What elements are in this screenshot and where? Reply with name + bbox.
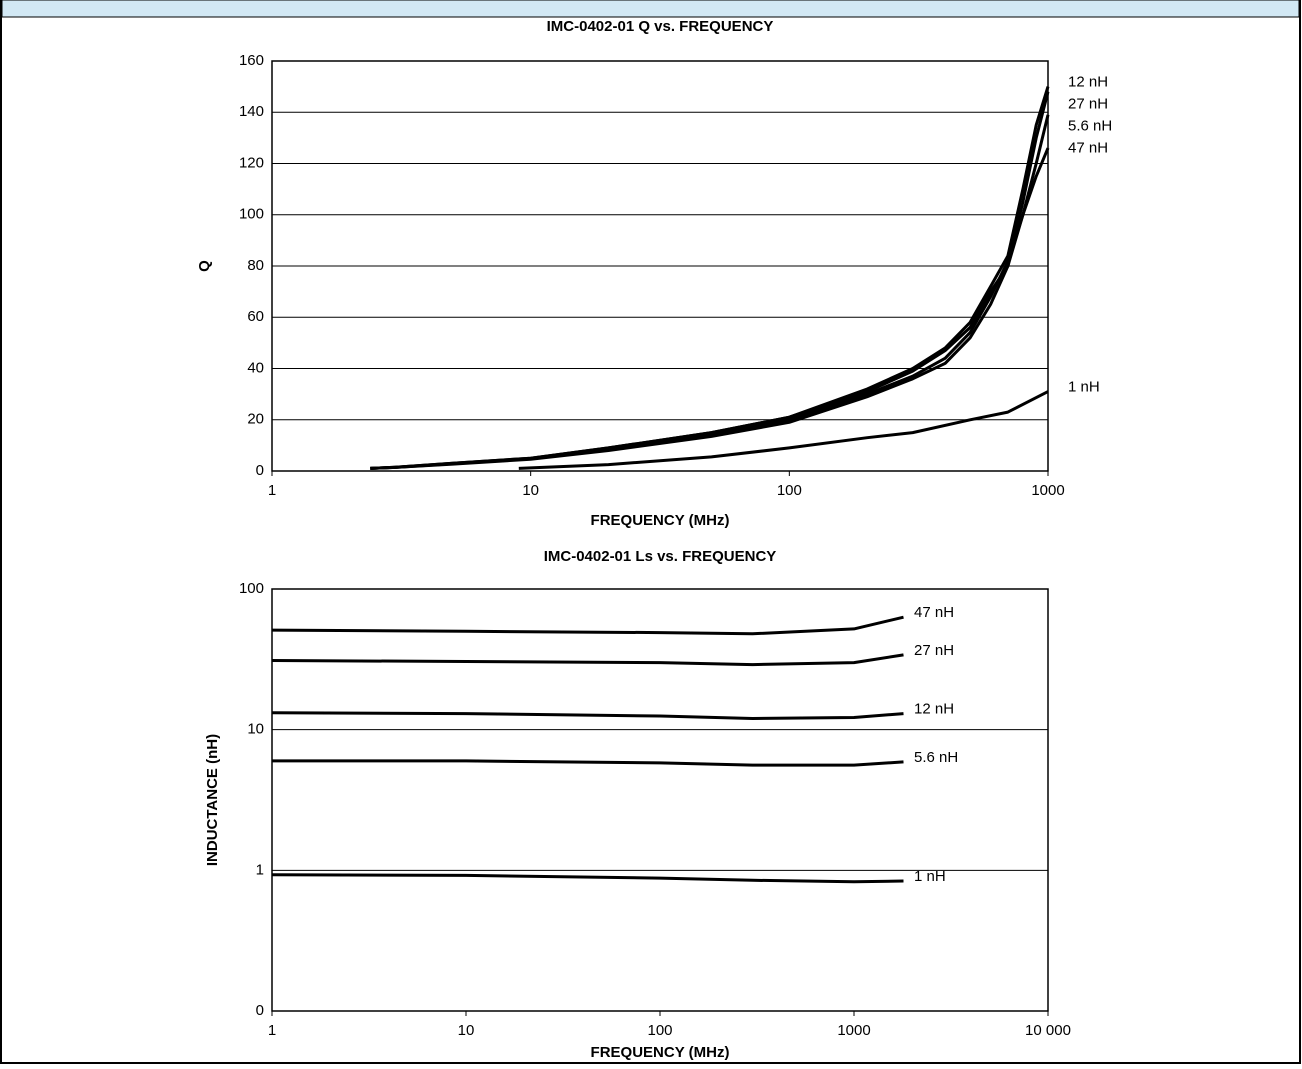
y-axis-title: Q xyxy=(196,260,213,272)
chart-title: IMC-0402-01 Ls vs. FREQUENCY xyxy=(544,548,777,565)
x-tick-label: 1000 xyxy=(1031,482,1064,499)
data-line xyxy=(370,91,1050,470)
y-tick-label: 160 xyxy=(239,52,264,69)
x-tick-label: 1000 xyxy=(837,1022,870,1039)
data-line xyxy=(272,759,904,767)
series-label: 12 nH xyxy=(914,701,954,718)
x-tick-label: 10 xyxy=(522,482,539,499)
y-tick-label: 80 xyxy=(247,257,264,274)
series-label: 5.6 nH xyxy=(1068,118,1112,135)
x-tick-label: 1 xyxy=(268,1022,276,1039)
series-label: 5.6 nH xyxy=(914,749,958,766)
data-line xyxy=(271,711,904,720)
data-line xyxy=(271,873,904,884)
x-tick-label: 100 xyxy=(777,482,802,499)
x-tick-label: 10 xyxy=(458,1022,475,1039)
y-tick-label: 40 xyxy=(247,359,264,376)
series-label: 47 nH xyxy=(1068,140,1108,157)
y-tick-label: 1 xyxy=(256,861,264,878)
data-line xyxy=(370,86,1050,470)
data-line xyxy=(370,114,1050,470)
series-label: 27 nH xyxy=(1068,96,1108,113)
x-tick-label: 10 000 xyxy=(1025,1022,1071,1039)
data-line xyxy=(271,615,904,636)
x-tick-label: 100 xyxy=(647,1022,672,1039)
x-tick-label: 1 xyxy=(268,482,276,499)
y-tick-label: 0 xyxy=(256,462,264,479)
x-axis-title: FREQUENCY (MHz) xyxy=(591,1044,730,1061)
plot-frame xyxy=(271,60,1049,472)
y-axis-title: INDUCTANCE (nH) xyxy=(204,734,221,866)
series-label: 1 nH xyxy=(914,868,946,885)
y-tick-label: 60 xyxy=(247,308,264,325)
y-tick-label: 100 xyxy=(239,206,264,223)
series-label: 47 nH xyxy=(914,604,954,621)
y-tick-label: 140 xyxy=(239,103,264,120)
y-tick-label: 120 xyxy=(239,154,264,171)
x-axis-title: FREQUENCY (MHz) xyxy=(591,512,730,529)
header-band xyxy=(1,0,1300,18)
series-label: 12 nH xyxy=(1068,74,1108,91)
y-tick-label: 100 xyxy=(239,580,264,597)
series-label: 27 nH xyxy=(914,642,954,659)
data-line xyxy=(370,147,1050,470)
plot-frame xyxy=(271,588,1049,1012)
data-line xyxy=(518,390,1049,470)
y-tick-label: 20 xyxy=(247,411,264,428)
y-tick-label: 10 xyxy=(247,721,264,738)
series-label: 1 nH xyxy=(1068,379,1100,396)
y-tick-label: 0 xyxy=(256,1002,264,1019)
data-line xyxy=(271,653,904,667)
chart-title: IMC-0402-01 Q vs. FREQUENCY xyxy=(547,18,774,35)
